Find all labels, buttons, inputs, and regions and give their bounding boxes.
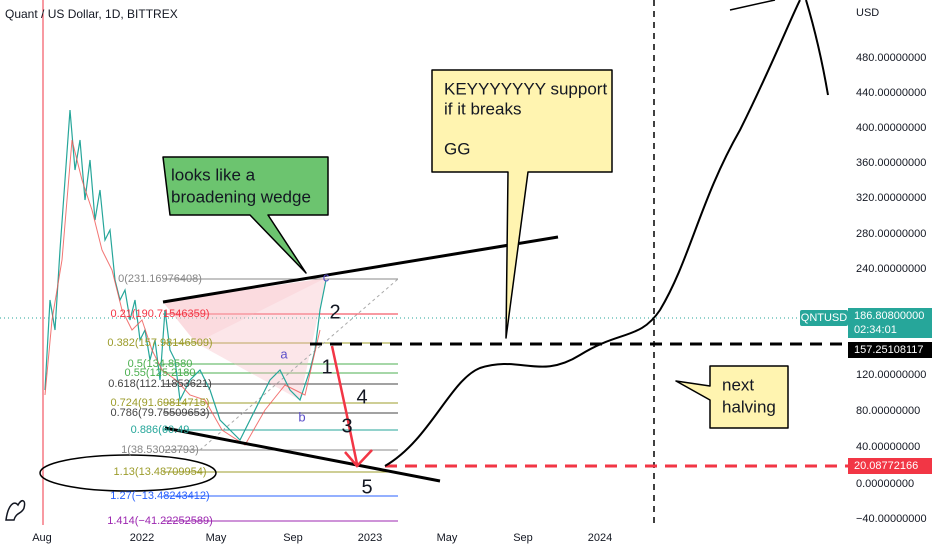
wedge-bottom: [164, 426, 441, 483]
logo: [5, 500, 26, 521]
fib-label: 0.618(112.11853621): [108, 378, 212, 390]
wave-label: c: [323, 269, 330, 284]
fib-label: 0.382(157.98146509): [107, 337, 212, 349]
fib-label: 0.55(125.2180: [125, 367, 196, 379]
symbol-label: QNTUSD: [801, 312, 848, 324]
wave-label: 1: [321, 356, 332, 378]
time-label: 2022: [130, 532, 154, 544]
wedge-callout: [162, 156, 329, 274]
time-label: May: [437, 532, 458, 544]
fib-label: 1(38.53023793): [121, 444, 199, 456]
arrow-head: [344, 449, 373, 468]
price-label: 40.00000000: [856, 441, 920, 453]
price-label: 360.00000000: [856, 157, 926, 169]
price-label: 480.00000000: [856, 52, 926, 64]
last-price: 186.80800000: [854, 310, 924, 322]
time-label: 2024: [588, 532, 612, 544]
wave-label: 5: [361, 476, 372, 498]
fib-diagonal: [199, 278, 399, 451]
fib-label: 0.21(190.71546359): [110, 308, 209, 320]
target-ellipse: [39, 454, 217, 492]
price-label: 440.00000000: [856, 87, 926, 99]
wave-label: 4: [356, 386, 367, 408]
support-price: 157.25108117: [854, 344, 924, 356]
fib-label: 1.27(−13.48243412): [110, 490, 209, 502]
wedge-text: broadening wedge: [171, 187, 311, 206]
time-label: 2023: [358, 532, 382, 544]
projection-tail: [805, 0, 829, 96]
price-label: 280.00000000: [856, 228, 926, 240]
time-label: Sep: [513, 532, 533, 544]
fib-label: 0.724(91.69814715): [110, 397, 209, 409]
wave-label: 3: [341, 415, 352, 437]
symbol-tag: [800, 310, 848, 326]
time-label: Sep: [283, 532, 303, 544]
fib-label: 0.5(134.8580: [128, 358, 193, 370]
price-label: 400.00000000: [856, 122, 926, 134]
target-tag: [848, 458, 932, 474]
callout-tip: [729, 0, 776, 11]
price-label: 240.00000000: [856, 263, 926, 275]
support-text: GG: [444, 139, 470, 158]
harmonic-right: [196, 278, 326, 400]
drop-arrow: [330, 345, 359, 465]
halving-callout: [675, 365, 789, 429]
harmonic-left: [163, 278, 326, 343]
price-label: −40.00000000: [856, 513, 927, 525]
price-label: 120.00000000: [856, 369, 926, 381]
fib-label: 0.886(60.49: [131, 424, 190, 436]
fib-label: 1.414(−41.22252589): [107, 515, 213, 527]
fib-label: 0(231.16976408): [118, 273, 202, 285]
price-path-red: [44, 139, 321, 446]
last-price-tag: [848, 308, 932, 338]
price-label: 320.00000000: [856, 192, 926, 204]
wave-label: 2: [329, 301, 340, 323]
support-tag: [848, 342, 932, 358]
price-label: 0.00000000: [856, 478, 914, 490]
support-text: if it breaks: [444, 99, 521, 118]
wedge-top: [162, 235, 559, 304]
fib-label: 0.786(79.75509653): [110, 407, 209, 419]
target-price: 20.08772166: [854, 460, 918, 472]
fib-label: 1.13(13.48709954): [114, 466, 207, 478]
time-axis: [0, 525, 848, 550]
halving-text: next: [722, 375, 754, 394]
support-text: KEYYYYYYY support: [444, 79, 607, 98]
wedge-text: looks like a: [171, 165, 256, 184]
chart-title: Quant / US Dollar, 1D, BITTREX: [5, 7, 178, 21]
wave-label: a: [280, 346, 288, 361]
projection-curve: [384, 0, 801, 467]
support-callout: [431, 69, 613, 339]
countdown: 02:34:01: [854, 324, 897, 336]
price-label: 80.00000000: [856, 405, 920, 417]
axis-unit: USD: [856, 7, 879, 19]
time-label: May: [206, 532, 227, 544]
time-label: Aug: [32, 532, 52, 544]
wave-label: b: [298, 409, 305, 424]
halving-text: halving: [722, 397, 776, 416]
